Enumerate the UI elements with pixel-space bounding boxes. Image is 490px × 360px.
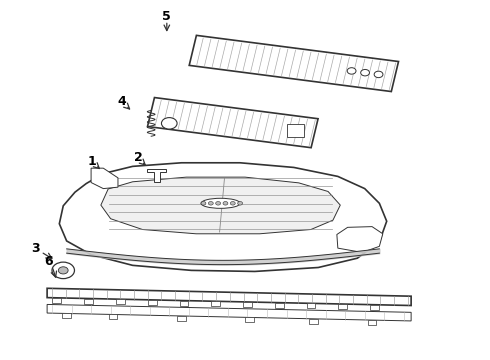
- Circle shape: [216, 202, 220, 205]
- Polygon shape: [47, 288, 411, 306]
- Circle shape: [374, 71, 383, 78]
- Bar: [211, 301, 220, 306]
- Bar: [52, 298, 61, 303]
- Text: 2: 2: [134, 151, 143, 164]
- Bar: [84, 298, 93, 303]
- Bar: [243, 302, 252, 307]
- Polygon shape: [337, 226, 383, 252]
- Bar: [275, 303, 284, 308]
- Circle shape: [230, 202, 235, 205]
- Polygon shape: [189, 35, 398, 91]
- Polygon shape: [91, 168, 118, 189]
- Circle shape: [52, 262, 74, 279]
- Circle shape: [223, 202, 228, 205]
- Ellipse shape: [201, 198, 240, 208]
- Text: 5: 5: [163, 10, 171, 23]
- Circle shape: [201, 202, 206, 205]
- Bar: [307, 303, 316, 309]
- Text: 6: 6: [44, 255, 53, 268]
- Circle shape: [238, 202, 243, 205]
- Bar: [287, 124, 304, 137]
- Bar: [109, 315, 118, 319]
- Text: 3: 3: [31, 242, 40, 255]
- Bar: [177, 316, 186, 321]
- Bar: [148, 300, 157, 305]
- Circle shape: [161, 118, 177, 129]
- Bar: [368, 320, 376, 325]
- Bar: [338, 304, 347, 309]
- Bar: [116, 299, 125, 304]
- Polygon shape: [147, 98, 318, 148]
- Circle shape: [347, 68, 356, 74]
- Bar: [309, 319, 318, 324]
- Text: 4: 4: [118, 95, 126, 108]
- Bar: [370, 305, 379, 310]
- Polygon shape: [59, 163, 387, 271]
- Circle shape: [208, 202, 213, 205]
- Circle shape: [361, 69, 369, 76]
- Circle shape: [58, 267, 68, 274]
- Polygon shape: [47, 305, 411, 321]
- Text: 1: 1: [87, 155, 96, 168]
- Bar: [179, 301, 188, 306]
- Polygon shape: [147, 168, 166, 182]
- Bar: [62, 314, 71, 319]
- Polygon shape: [101, 177, 340, 234]
- Bar: [245, 318, 254, 323]
